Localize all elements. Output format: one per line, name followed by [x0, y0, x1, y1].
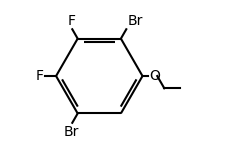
Text: Br: Br	[127, 14, 142, 28]
Text: Br: Br	[63, 125, 79, 139]
Text: F: F	[67, 14, 75, 28]
Text: O: O	[148, 69, 159, 83]
Text: F: F	[35, 69, 44, 83]
